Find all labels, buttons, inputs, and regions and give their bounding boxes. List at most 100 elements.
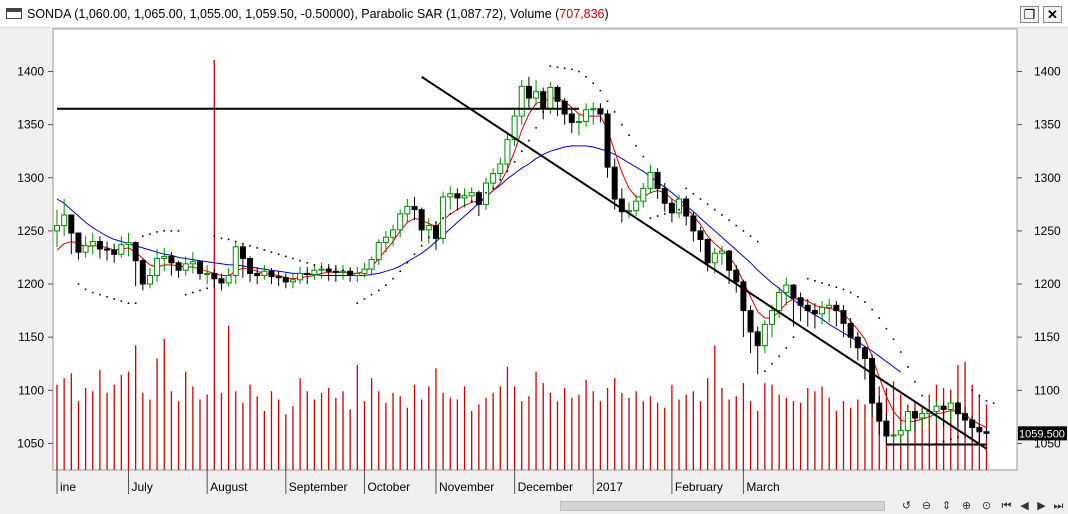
y-tick-label-left: 1250	[17, 224, 44, 238]
candle-body	[504, 139, 511, 165]
sar-dot	[928, 444, 931, 447]
sar-dot	[649, 217, 652, 219]
x-tick-label: July	[132, 480, 153, 494]
sar-dot	[206, 287, 208, 290]
sar-dot	[313, 264, 316, 266]
candle-body	[68, 214, 75, 234]
candle-body	[168, 255, 175, 264]
candle-body	[611, 166, 618, 200]
candle-body	[289, 279, 296, 283]
candle-body	[447, 193, 454, 198]
sar-dot	[578, 70, 580, 73]
sar-dot	[327, 267, 330, 269]
candle-body	[218, 278, 225, 284]
parabolic-sar-dots	[77, 65, 995, 447]
y-tick-label-left: 1400	[17, 65, 44, 79]
candle-body	[404, 205, 411, 215]
sar-dot	[985, 400, 988, 402]
time-scrollbar: ↺ ⊖ ⇕ ⊕ ⊙ ⏮ ◀ ▶ ⏭	[0, 498, 1068, 514]
y-tick-label-right: 1300	[1034, 171, 1061, 185]
zoom-reset-icon[interactable]: ⊙	[981, 500, 992, 512]
candle-body	[962, 413, 969, 421]
sar-dot	[735, 224, 738, 227]
candle-body	[354, 272, 361, 277]
y-tick-label-left: 1300	[17, 171, 44, 185]
sar-dot	[728, 219, 730, 222]
restore-window-icon[interactable]: ❐	[1020, 6, 1039, 23]
sar-dot	[864, 301, 866, 303]
sar-dot	[628, 134, 630, 137]
candle-body	[618, 198, 625, 213]
sar-dot	[749, 235, 752, 238]
sar-dot	[406, 261, 409, 264]
candle-body	[490, 173, 497, 184]
candle-body	[311, 269, 318, 275]
sar-dot	[120, 300, 123, 302]
y-tick-label-right: 1100	[1034, 383, 1060, 397]
close-window-icon[interactable]: ✕	[1043, 6, 1062, 23]
sar-dot	[899, 351, 902, 353]
fit-vertical-icon[interactable]: ⇕	[941, 500, 952, 512]
candle-body	[869, 357, 876, 404]
sar-dot	[692, 192, 695, 195]
candle-body	[983, 431, 990, 434]
sar-dot	[613, 111, 616, 113]
x-tick-label: November	[439, 480, 494, 494]
scroll-left-icon[interactable]: ◀	[1020, 500, 1029, 512]
sar-dot	[463, 204, 466, 207]
zoom-in-icon[interactable]: ⊕	[961, 500, 972, 512]
candle-body	[111, 249, 118, 255]
y-tick-label-right: 1400	[1034, 65, 1061, 79]
scroll-right-icon[interactable]: ▶	[1037, 500, 1046, 512]
sar-dot	[263, 249, 266, 251]
sar-dot	[220, 237, 223, 240]
undo-icon[interactable]: ↺	[901, 500, 912, 512]
sar-dot	[413, 253, 416, 256]
candle-body	[132, 242, 139, 262]
sar-dot	[134, 302, 137, 304]
candle-body	[876, 402, 883, 422]
scroll-end-icon[interactable]: ⏭	[1053, 500, 1064, 512]
sar-dot	[606, 100, 609, 103]
sar-dot	[149, 233, 151, 235]
sar-dot	[292, 257, 294, 260]
x-tick-label: ine	[60, 480, 76, 494]
scrollbar-thumb[interactable]	[560, 501, 885, 511]
sar-dot	[764, 370, 766, 372]
candle-body	[647, 171, 654, 189]
candle-body	[790, 284, 797, 299]
sar-dot	[699, 198, 702, 200]
sar-dot	[678, 208, 680, 211]
zoom-out-icon[interactable]: ⊖	[921, 500, 932, 512]
candle-body	[819, 306, 826, 315]
sar-dot	[835, 286, 838, 289]
candle-body	[690, 215, 697, 232]
sar-dot	[470, 200, 473, 202]
scroll-start-icon[interactable]: ⏮	[1001, 500, 1012, 512]
sar-dot	[778, 355, 780, 358]
candle-body	[718, 250, 725, 254]
drawn-lines	[57, 75, 988, 450]
sma-short-line	[56, 97, 987, 428]
window-titlebar: SONDA (1,060.00, 1,065.00, 1,055.00, 1,0…	[0, 0, 1068, 28]
candle-body	[318, 268, 325, 271]
candle-body	[919, 413, 926, 419]
candle-body	[204, 272, 211, 275]
chart-title: SONDA (1,060.00, 1,065.00, 1,055.00, 1,0…	[27, 7, 609, 21]
candle-body	[125, 242, 132, 246]
sar-dot	[642, 155, 645, 158]
candle-body	[804, 304, 811, 312]
sar-dot	[907, 366, 909, 368]
candle-body	[726, 250, 733, 271]
candle-body	[411, 205, 418, 211]
sar-dot	[842, 288, 845, 291]
sar-dot	[435, 221, 437, 224]
sar-dot	[892, 338, 895, 341]
candle-body	[261, 270, 268, 277]
sar-dot	[556, 66, 559, 69]
sar-dot	[77, 283, 80, 285]
candle-body	[954, 402, 961, 415]
sar-dot	[91, 291, 94, 294]
